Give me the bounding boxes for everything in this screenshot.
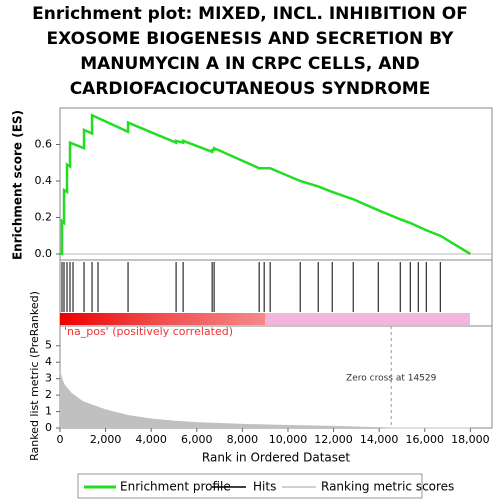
zero-cross-label: Zero cross at 14529 xyxy=(346,374,437,384)
x-tick-label: 12,000 xyxy=(314,433,353,446)
area-fill xyxy=(60,372,471,428)
y-tick-label: 0.2 xyxy=(35,210,53,223)
correlation-label: 'na_pos' (positively correlated) xyxy=(64,325,233,338)
y-tick-label: 3 xyxy=(45,372,52,385)
metric-panel xyxy=(59,325,493,429)
x-tick-label: 4,000 xyxy=(135,433,167,446)
legend-label: Hits xyxy=(253,480,276,494)
rank-color-bar xyxy=(60,313,470,325)
metric-line xyxy=(59,371,471,429)
x-tick-label: 18,000 xyxy=(451,433,490,446)
legend xyxy=(77,473,423,499)
x-tick-label: 2,000 xyxy=(90,433,122,446)
y-tick-label: 0.0 xyxy=(35,247,53,260)
y-axis-title: Ranked list metric (PreRanked) xyxy=(28,291,41,461)
x-tick-label: 8,000 xyxy=(227,433,259,446)
x-tick-label: 6,000 xyxy=(181,433,213,446)
y-tick-label: 1 xyxy=(45,405,52,418)
y-tick-label: 0 xyxy=(45,421,52,434)
x-tick-label: 10,000 xyxy=(269,433,308,446)
x-tick-label: 14,000 xyxy=(360,433,399,446)
x-axis-title: Rank in Ordered Dataset xyxy=(202,451,350,465)
x-tick-label: 16,000 xyxy=(405,433,444,446)
legend-label: Ranking metric scores xyxy=(321,480,454,494)
chart-title: Enrichment plot: MIXED, INCL. INHIBITION… xyxy=(32,4,468,99)
es-line xyxy=(60,113,471,256)
es-panel xyxy=(59,107,493,261)
y-tick-label: 4 xyxy=(45,355,52,368)
y-tick-label: 0.6 xyxy=(35,137,53,150)
y-tick-label: 0.4 xyxy=(35,174,53,187)
x-tick-label: 0 xyxy=(57,433,64,446)
legend-label: Enrichment profile xyxy=(120,480,231,494)
y-tick-label: 2 xyxy=(45,388,52,401)
y-axis-title: Enrichment score (ES) xyxy=(11,110,25,260)
y-tick-label: 5 xyxy=(45,339,52,352)
